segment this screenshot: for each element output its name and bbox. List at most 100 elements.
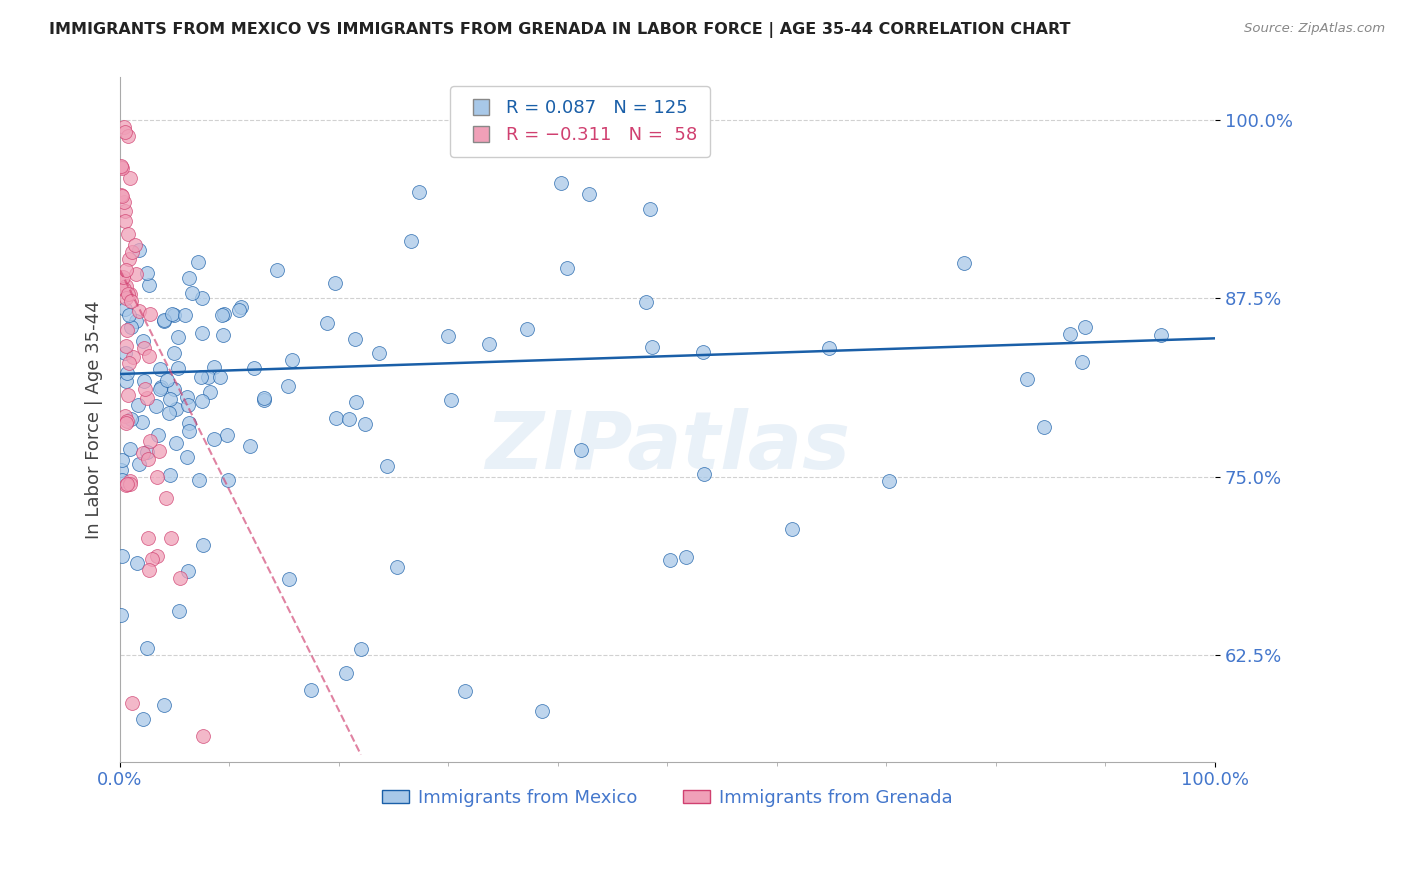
Point: [114, 302, 136, 317]
Point: [124, 238, 146, 252]
Point: [337, 412, 360, 426]
Point: [176, 390, 198, 404]
Point: [817, 341, 839, 355]
Point: [128, 457, 150, 471]
Point: [138, 277, 160, 292]
Point: [165, 435, 187, 450]
Point: [159, 531, 181, 545]
Point: [1015, 372, 1038, 386]
Point: [135, 266, 157, 280]
Point: [344, 395, 367, 409]
Point: [190, 370, 212, 384]
Point: [115, 262, 138, 277]
Point: [1059, 327, 1081, 342]
Point: [146, 428, 169, 442]
Point: [128, 243, 150, 257]
Point: [177, 416, 200, 430]
Point: [190, 326, 212, 341]
Point: [117, 287, 139, 301]
Point: [437, 329, 460, 343]
Point: [110, 159, 132, 173]
Point: [110, 607, 132, 622]
Point: [173, 308, 195, 322]
Point: [121, 244, 143, 259]
Point: [177, 398, 200, 412]
Point: [350, 641, 373, 656]
Point: [112, 282, 135, 296]
Point: [145, 399, 167, 413]
Point: [120, 171, 142, 186]
Point: [150, 380, 173, 394]
Legend: Immigrants from Mexico, Immigrants from Grenada: Immigrants from Mexico, Immigrants from …: [375, 782, 960, 814]
Point: [163, 345, 186, 359]
Point: [299, 682, 322, 697]
Point: [187, 255, 209, 269]
Point: [531, 704, 554, 718]
Point: [200, 384, 222, 399]
Point: [114, 291, 136, 305]
Point: [115, 477, 138, 491]
Point: [149, 362, 172, 376]
Point: [516, 322, 538, 336]
Point: [136, 451, 159, 466]
Point: [139, 434, 162, 449]
Point: [879, 475, 901, 489]
Point: [128, 304, 150, 318]
Point: [281, 352, 304, 367]
Point: [110, 463, 132, 477]
Point: [782, 522, 804, 536]
Point: [191, 393, 214, 408]
Point: [112, 194, 135, 209]
Point: [214, 307, 236, 321]
Point: [117, 356, 139, 370]
Point: [375, 459, 398, 474]
Point: [1150, 327, 1173, 342]
Point: [692, 344, 714, 359]
Point: [202, 432, 225, 446]
Point: [117, 227, 139, 241]
Point: [118, 474, 141, 488]
Point: [117, 308, 139, 322]
Point: [278, 573, 301, 587]
Point: [408, 185, 430, 199]
Point: [120, 412, 142, 426]
Point: [177, 424, 200, 438]
Point: [215, 427, 238, 442]
Point: [115, 416, 138, 430]
Point: [179, 271, 201, 285]
Point: [191, 729, 214, 743]
Point: [160, 307, 183, 321]
Point: [121, 696, 143, 710]
Point: [136, 640, 159, 655]
Point: [478, 337, 501, 351]
Point: [641, 340, 664, 354]
Point: [125, 268, 148, 282]
Point: [135, 445, 157, 459]
Point: [243, 360, 266, 375]
Point: [159, 392, 181, 406]
Point: [953, 256, 976, 270]
Point: [112, 269, 135, 284]
Point: [118, 286, 141, 301]
Point: [115, 279, 138, 293]
Point: [125, 556, 148, 570]
Point: [114, 339, 136, 353]
Point: [693, 467, 716, 481]
Point: [148, 444, 170, 458]
Point: [180, 286, 202, 301]
Text: IMMIGRANTS FROM MEXICO VS IMMIGRANTS FROM GRENADA IN LABOR FORCE | AGE 35-44 COR: IMMIGRANTS FROM MEXICO VS IMMIGRANTS FRO…: [49, 22, 1071, 38]
Point: [211, 327, 233, 342]
Point: [228, 302, 250, 317]
Point: [118, 252, 141, 266]
Point: [675, 549, 697, 564]
Point: [1070, 355, 1092, 369]
Point: [114, 204, 136, 219]
Point: [163, 308, 186, 322]
Point: [131, 415, 153, 429]
Point: [115, 414, 138, 428]
Point: [578, 186, 600, 201]
Point: [253, 393, 276, 408]
Point: [266, 263, 288, 277]
Point: [550, 176, 572, 190]
Point: [197, 370, 219, 384]
